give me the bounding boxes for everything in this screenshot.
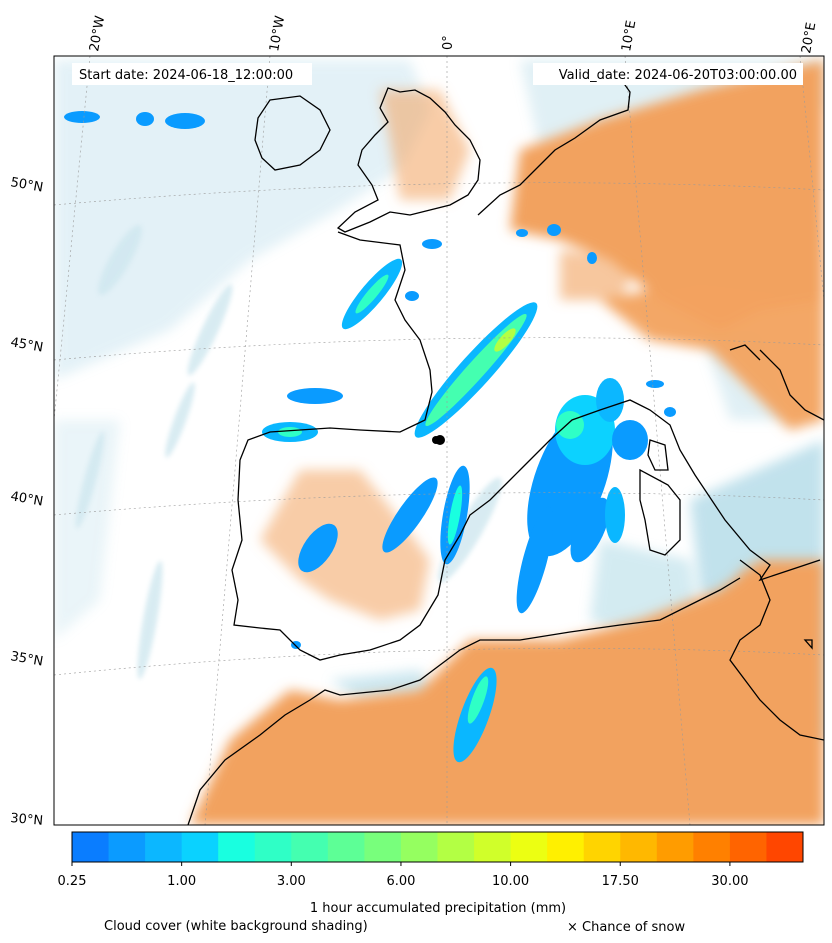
colorbar-swatch bbox=[327, 832, 365, 862]
colorbar-tick-label: 17.50 bbox=[602, 874, 639, 889]
colorbar-swatch bbox=[656, 832, 694, 862]
precipitation-colorbar bbox=[72, 832, 804, 862]
map-frame bbox=[53, 55, 825, 826]
colorbar-swatch bbox=[108, 832, 146, 862]
cloud-cover-note: Cloud cover (white background shading) bbox=[104, 919, 368, 934]
colorbar-swatch bbox=[620, 832, 658, 862]
precipitation-cells bbox=[64, 111, 676, 763]
snow-chance-note: × Chance of snow bbox=[567, 920, 685, 935]
graticule bbox=[54, 56, 824, 825]
lon-label: 20°W bbox=[87, 15, 108, 53]
colorbar-tick-label: 30.00 bbox=[711, 874, 748, 889]
colorbar-swatch bbox=[583, 832, 621, 862]
lon-label: 0° bbox=[441, 35, 456, 50]
colorbar-tick-label: 1.00 bbox=[167, 874, 196, 889]
valid-date-label: Valid_date: 2024-06-20T03:00:00.00 bbox=[559, 68, 797, 83]
colorbar-tick-label: 3.00 bbox=[277, 874, 306, 889]
lon-label: 10°W bbox=[267, 15, 288, 53]
colorbar-swatch bbox=[547, 832, 585, 862]
colorbar-swatch bbox=[729, 832, 767, 862]
lon-label: 20°E bbox=[799, 21, 819, 54]
colorbar-swatch bbox=[254, 832, 292, 862]
longitude-labels: 20°W 10°W 0° 10°E 20°E bbox=[87, 15, 819, 55]
valid-date-box bbox=[533, 63, 803, 85]
lat-label: 50°N bbox=[9, 175, 44, 195]
latitude-labels: 50°N 45°N 40°N 35°N 30°N bbox=[9, 175, 44, 829]
colorbar-swatch bbox=[474, 832, 512, 862]
colorbar-swatch bbox=[400, 832, 438, 862]
colorbar-swatch bbox=[72, 832, 110, 862]
start-date-label: Start date: 2024-06-18_12:00:00 bbox=[79, 68, 293, 83]
colorbar-swatch bbox=[437, 832, 475, 862]
colorbar-swatch bbox=[218, 832, 256, 862]
colorbar-swatch bbox=[181, 832, 219, 862]
colorbar-swatch bbox=[291, 832, 329, 862]
map-plot-area bbox=[54, 56, 824, 825]
lon-label: 10°E bbox=[619, 19, 639, 52]
lat-label: 45°N bbox=[9, 335, 44, 355]
dry-land-shading bbox=[190, 60, 824, 825]
colorbar-frame bbox=[71, 831, 804, 863]
snow-markers bbox=[432, 435, 445, 445]
colorbar-swatch bbox=[145, 832, 183, 862]
colorbar-ticks: 0.25 1.00 3.00 6.00 10.00 17.50 30.00 bbox=[58, 862, 749, 889]
colorbar-swatch bbox=[510, 832, 548, 862]
colorbar-swatch bbox=[766, 832, 804, 862]
coastlines bbox=[187, 77, 824, 825]
lat-label: 35°N bbox=[9, 649, 44, 669]
colorbar-label: 1 hour accumulated precipitation (mm) bbox=[310, 901, 566, 916]
colorbar-tick-label: 6.00 bbox=[386, 874, 415, 889]
colorbar-swatch bbox=[693, 832, 731, 862]
start-date-box bbox=[72, 63, 312, 85]
colorbar-tick-label: 0.25 bbox=[58, 874, 87, 889]
lat-label: 40°N bbox=[9, 489, 44, 509]
lat-label: 30°N bbox=[10, 811, 44, 829]
colorbar-swatch bbox=[364, 832, 402, 862]
colorbar-tick-label: 10.00 bbox=[492, 874, 529, 889]
